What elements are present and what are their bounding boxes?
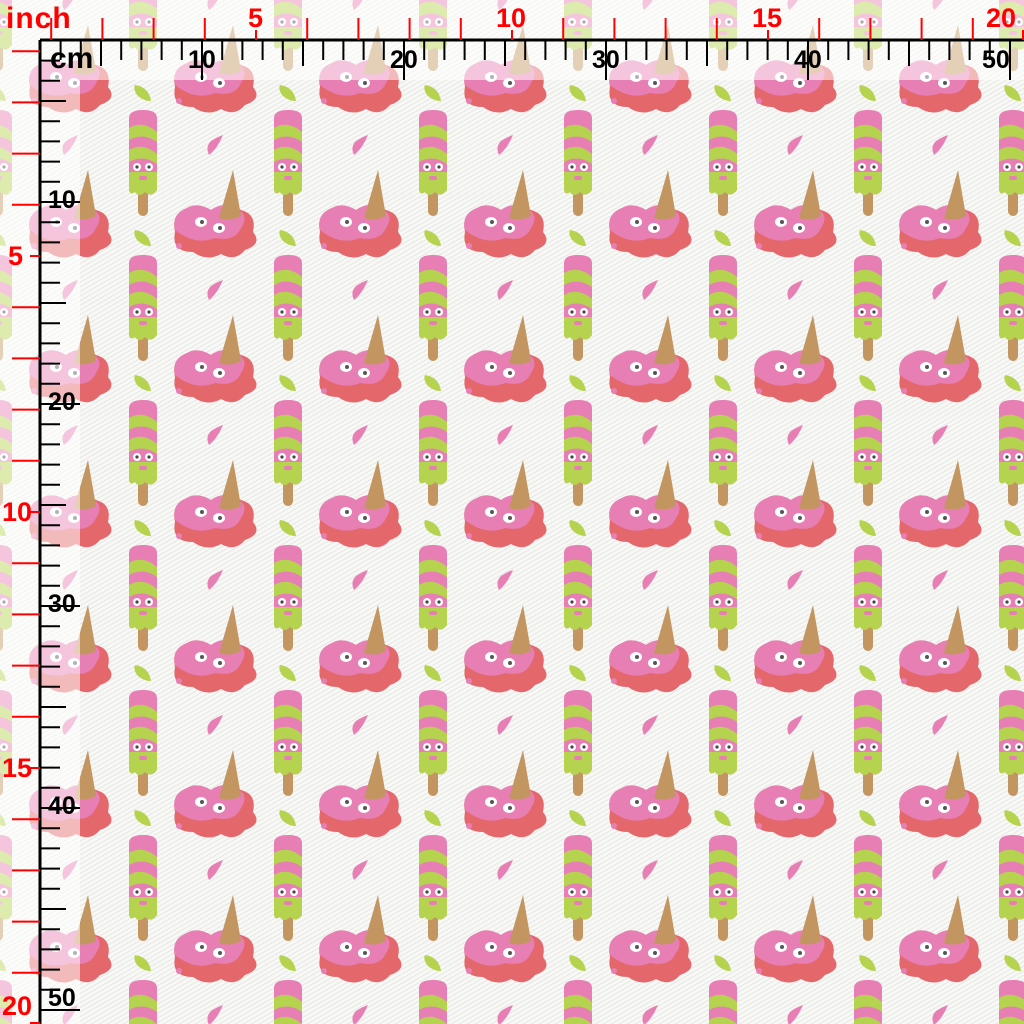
left-cm-label: 20: [48, 388, 76, 416]
top-inch-label: 20: [986, 3, 1017, 33]
top-cm-label: 10: [188, 46, 216, 74]
left-cm-label: 30: [48, 590, 76, 618]
top-cm-label: 20: [390, 46, 418, 74]
left-cm-label: 40: [48, 792, 76, 820]
left-cm-label: 50: [48, 984, 76, 1012]
inch-unit-label: inch: [6, 2, 72, 35]
left-cm-label: 10: [48, 186, 76, 214]
cm-unit-label: cm: [50, 42, 94, 75]
top-cm-label: 30: [592, 46, 620, 74]
top-inch-label: 15: [752, 3, 783, 33]
top-cm-label: 40: [794, 46, 822, 74]
left-inch-label: 15: [2, 753, 33, 783]
left-inch-label: 10: [2, 497, 33, 527]
top-inch-label: 5: [248, 3, 264, 33]
left-inch-label: 20: [2, 991, 33, 1021]
top-cm-label: 50: [982, 46, 1010, 74]
top-inch-label: 10: [496, 3, 527, 33]
left-inch-label: 5: [8, 241, 24, 271]
